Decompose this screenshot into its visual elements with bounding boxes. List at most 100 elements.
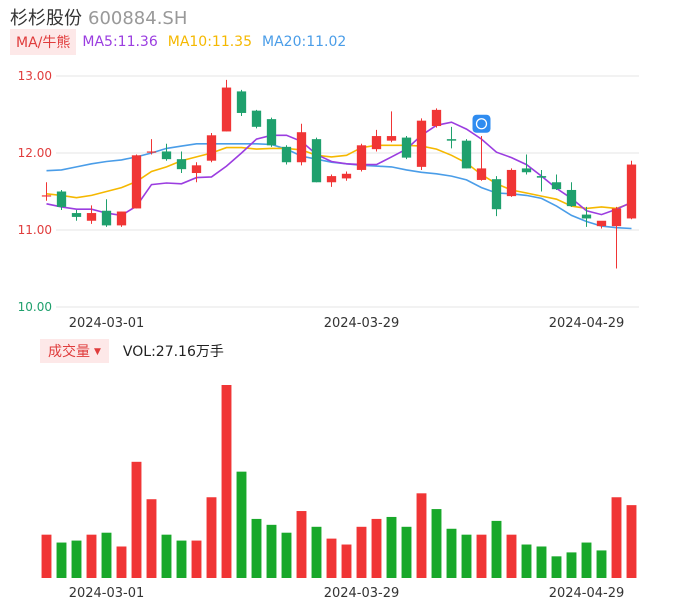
volume-bar <box>431 509 442 578</box>
ma-indicator-selector[interactable]: MA/牛熊 <box>10 29 77 55</box>
candle <box>251 109 262 129</box>
candle-body <box>236 91 247 113</box>
candle-body <box>416 120 427 167</box>
candle-body <box>341 173 352 179</box>
y-tick-label: 11.00 <box>18 223 52 237</box>
candle <box>446 126 457 149</box>
candle-body <box>551 182 562 190</box>
candle-body <box>146 151 157 153</box>
candle <box>341 171 352 181</box>
volume-bar <box>251 518 262 578</box>
candle <box>146 139 157 155</box>
event-badge-glyph <box>475 118 488 130</box>
ma5-label: MA5:11.36 <box>82 34 158 50</box>
candle-body <box>206 135 217 161</box>
ma20-label: MA20:11.02 <box>262 34 347 50</box>
candle-body <box>356 145 367 170</box>
candle-body <box>401 137 412 158</box>
candle <box>266 117 277 147</box>
candle <box>116 211 127 227</box>
candle <box>491 176 502 217</box>
candle <box>506 168 517 197</box>
candle-body <box>71 213 82 217</box>
x-tick-label: 2024-03-29 <box>324 586 400 601</box>
price-date-axis: 2024-03-01 2024-03-29 2024-04-29 <box>69 316 625 331</box>
volume-bar <box>626 505 637 578</box>
candle-body <box>86 213 97 221</box>
candle-body <box>251 110 262 127</box>
x-tick-label: 2024-04-29 <box>549 316 625 331</box>
volume-bar <box>416 493 427 578</box>
candle <box>461 139 472 169</box>
volume-bar <box>521 544 532 578</box>
volume-bar <box>356 526 367 578</box>
candle <box>356 143 367 172</box>
candle-body <box>281 146 292 163</box>
x-tick-label: 2024-03-01 <box>69 316 145 331</box>
candle-body <box>461 140 472 169</box>
candle <box>611 206 622 269</box>
volume-bar <box>56 542 67 578</box>
candle-body <box>386 136 397 141</box>
volume-bar <box>146 499 157 578</box>
candle-body <box>506 169 517 197</box>
volume-bar <box>191 540 202 578</box>
volume-bar <box>506 534 517 578</box>
candle-body <box>191 165 202 174</box>
candle-body <box>476 168 487 180</box>
stock-name: 杉杉股份 <box>10 8 82 29</box>
candle <box>521 154 532 175</box>
candle-body <box>296 132 307 163</box>
candle <box>476 136 487 181</box>
volume-bar <box>41 534 52 578</box>
candle <box>296 123 307 166</box>
candle-body <box>536 176 547 178</box>
candle <box>581 206 592 227</box>
candle-body <box>131 155 142 209</box>
candle-body <box>266 119 277 146</box>
candle-body <box>596 220 607 227</box>
ma-lines <box>46 121 632 230</box>
candle <box>41 182 52 201</box>
volume-bar <box>266 524 277 578</box>
event-marker <box>472 114 491 133</box>
ma10-line <box>46 144 632 210</box>
candle-body <box>311 139 322 183</box>
volume-bar <box>311 526 322 578</box>
volume-bar <box>371 518 382 578</box>
candle-body <box>581 214 592 219</box>
price-axis-labels: 13.00 12.00 11.00 10.00 <box>18 69 52 314</box>
stock-code: 600884.SH <box>88 8 188 29</box>
candle <box>431 108 442 128</box>
volume-bar <box>461 534 472 578</box>
volume-bar <box>101 532 112 578</box>
price-grid <box>56 75 639 308</box>
volume-bar <box>386 516 397 578</box>
candle-body <box>611 208 622 227</box>
volume-bar <box>566 552 577 578</box>
volume-date-axis: 2024-03-01 2024-03-29 2024-04-29 <box>69 586 625 601</box>
volume-bar <box>611 497 622 578</box>
candle <box>206 132 217 163</box>
candle <box>101 199 112 227</box>
candle-body <box>56 191 67 207</box>
dropdown-arrow-icon: ▼ <box>94 347 101 357</box>
candle <box>311 137 322 183</box>
candle <box>71 209 82 221</box>
candle <box>191 162 202 183</box>
candle <box>401 136 412 160</box>
volume-indicator-selector[interactable]: 成交量 ▼ <box>40 339 109 363</box>
candle <box>161 143 172 161</box>
candle-body <box>221 87 232 132</box>
candle-body <box>101 210 112 226</box>
candle <box>221 79 232 132</box>
candle <box>281 145 292 165</box>
ma5-line <box>46 121 632 217</box>
event-badge-icon[interactable] <box>472 114 491 133</box>
candle-body <box>521 168 532 173</box>
candle <box>536 169 547 192</box>
y-tick-label: 13.00 <box>18 69 52 83</box>
candle <box>236 89 247 117</box>
candle-body <box>176 159 187 170</box>
